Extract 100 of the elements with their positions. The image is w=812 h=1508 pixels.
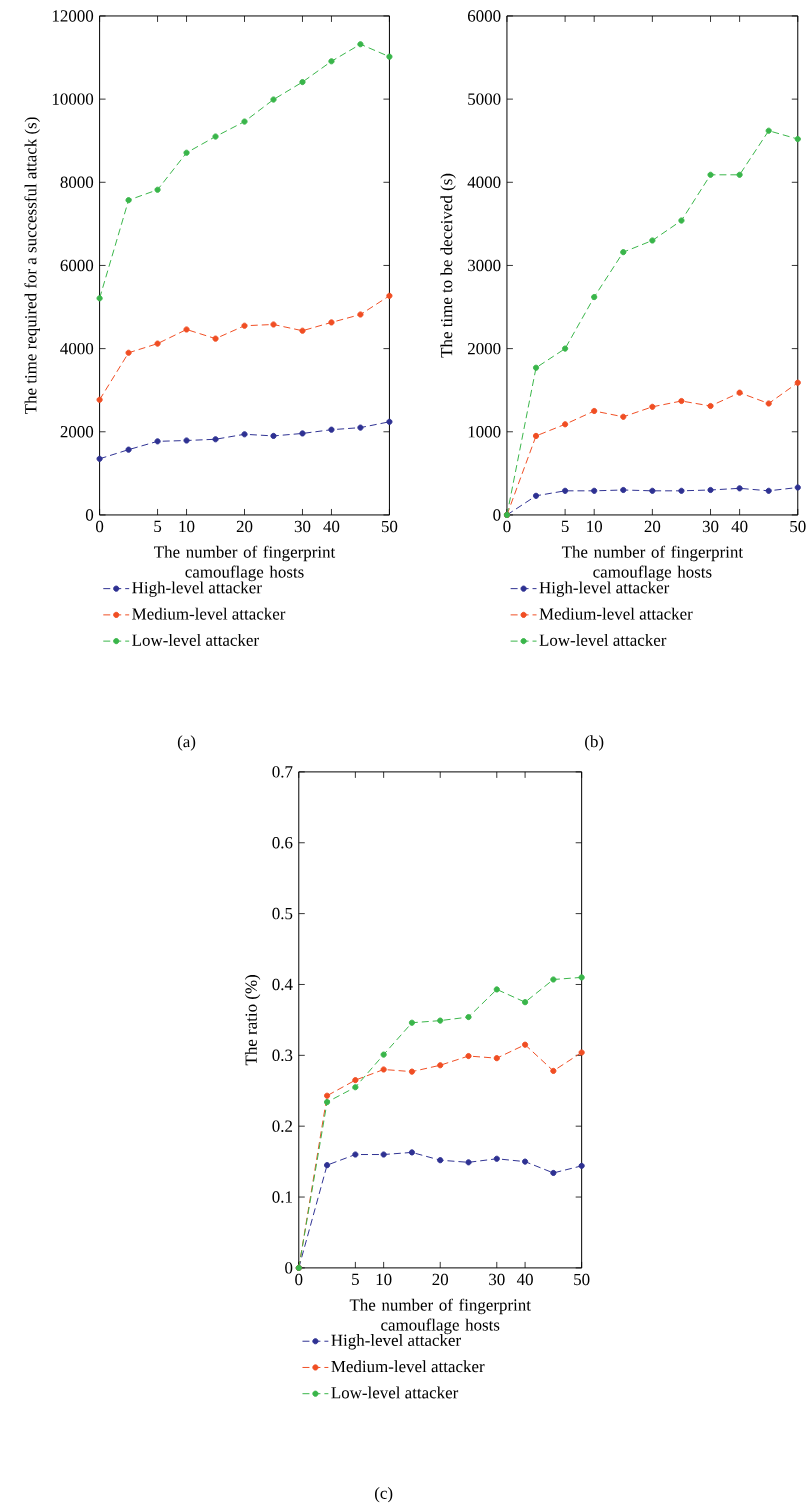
point [324, 1162, 331, 1169]
point [736, 485, 743, 492]
x-tick-label: 30 [294, 520, 311, 533]
y-tick-label: 0.3 [272, 1049, 293, 1062]
y-tick-label: 0.6 [272, 837, 293, 849]
legend-label: Medium-level attacker [331, 1360, 485, 1373]
x-tick-label: 40 [731, 520, 748, 533]
point [678, 217, 685, 224]
point [96, 455, 103, 462]
y-tick-label: 0 [85, 509, 94, 521]
x-tick-label: 30 [702, 520, 719, 533]
point [562, 487, 569, 494]
legend-label: Low-level attacker [331, 1386, 459, 1399]
y-tick-label: 4000 [60, 342, 94, 355]
point [357, 424, 364, 431]
x-tick-label: 0 [96, 520, 104, 533]
point [533, 492, 540, 499]
point [183, 437, 190, 444]
point [591, 487, 598, 494]
legend-label: High-level attacker [331, 1334, 462, 1350]
x-tick-label: 20 [644, 520, 661, 533]
point [357, 41, 364, 48]
y-tick-label: 5000 [468, 93, 501, 105]
x-tick-label: 50 [790, 520, 806, 533]
point [465, 1159, 472, 1166]
point [578, 1162, 585, 1169]
y-tick-label: 0.5 [272, 907, 293, 920]
x-tick-label: 0 [295, 1273, 303, 1286]
point [649, 487, 656, 494]
text: (b) [585, 735, 604, 751]
x-tick-label: 50 [574, 1273, 590, 1286]
point [357, 311, 364, 318]
point [241, 431, 248, 438]
point [324, 1099, 331, 1106]
point [299, 327, 306, 334]
point [591, 293, 598, 301]
point [408, 1149, 416, 1156]
point [212, 133, 219, 140]
y-tick-label: 0.2 [272, 1120, 293, 1132]
point [380, 1051, 387, 1058]
y-tick-label: 8000 [60, 176, 94, 188]
y-tick-label: 10000 [52, 93, 94, 105]
x-axis-title: The number of fingerprint camouflage hosts [562, 545, 744, 582]
x-tick-label: 5 [352, 1273, 359, 1285]
y-tick-label: 6000 [468, 10, 501, 22]
point [241, 118, 248, 125]
point [707, 171, 714, 178]
point [437, 1157, 444, 1164]
legend-label: Low-level attacker [539, 633, 667, 646]
point [578, 974, 585, 981]
point [328, 426, 335, 433]
point [241, 322, 248, 329]
point [465, 1052, 472, 1060]
legend-label: Medium-level attacker [132, 607, 286, 620]
point [437, 1017, 444, 1024]
point [493, 1055, 500, 1062]
point [408, 1068, 416, 1075]
x-tick-label: 5 [561, 520, 569, 533]
x-tick-label: 30 [489, 1273, 505, 1286]
y-tick-label: 2000 [60, 426, 94, 438]
point [736, 171, 743, 178]
point [125, 446, 132, 453]
point [352, 1151, 359, 1158]
point [620, 486, 627, 494]
x-tick-label: 20 [236, 520, 253, 533]
point [380, 1151, 387, 1158]
y-axis-title: The ratio (%) [245, 975, 261, 1066]
point [620, 249, 627, 256]
text: (a) [177, 735, 196, 751]
point [794, 135, 801, 143]
point [328, 319, 335, 326]
x-tick-label: 0 [503, 520, 511, 533]
text: (c) [375, 1487, 393, 1503]
point [299, 78, 306, 86]
point [386, 292, 393, 299]
point [212, 436, 219, 443]
point [299, 430, 306, 437]
point [386, 53, 393, 60]
point [96, 396, 103, 403]
point [493, 1155, 500, 1162]
point [154, 340, 161, 347]
point [794, 379, 801, 386]
point [522, 999, 529, 1006]
point [212, 335, 219, 342]
point [562, 421, 569, 428]
x-tick-label: 20 [432, 1273, 449, 1286]
point [465, 1013, 472, 1021]
point [328, 58, 335, 65]
point [794, 484, 801, 491]
legend-label: High-level attacker [539, 581, 670, 597]
y-axis-title: The time to be deceived (s) [440, 173, 456, 358]
point [649, 403, 656, 410]
point [707, 402, 714, 410]
point [493, 986, 500, 993]
y-tick-label: 3000 [468, 259, 501, 272]
y-tick-label: 0.4 [272, 978, 293, 991]
point [550, 1169, 557, 1177]
point [550, 976, 557, 983]
point [183, 326, 190, 333]
point [183, 149, 190, 156]
